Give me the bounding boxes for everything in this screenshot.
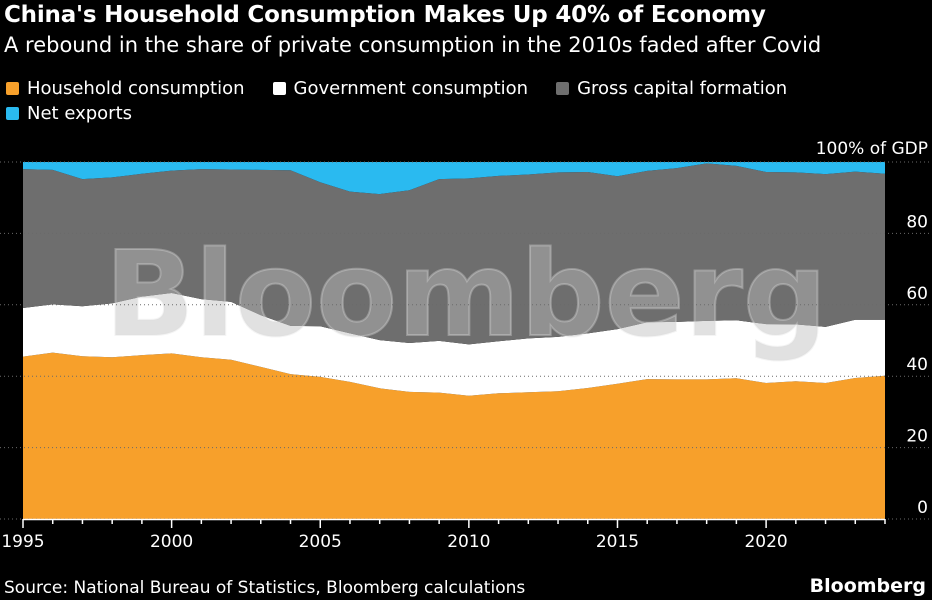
legend-label-capital: Gross capital formation xyxy=(577,78,788,99)
legend-swatch-net-exports xyxy=(6,107,19,120)
y-tick-label-20: 20 xyxy=(906,427,928,447)
legend-label-government: Government consumption xyxy=(293,78,529,99)
x-axis-ticks: 1995 2000 2005 2010 2015 2020 xyxy=(1,518,886,552)
x-tick-label-2010: 2010 xyxy=(447,532,490,552)
legend-swatch-household xyxy=(6,82,19,95)
watermark-logo: Bloomberg xyxy=(105,225,828,363)
y-axis-ticks: 0 20 40 60 80 100% of GDP xyxy=(816,139,928,518)
legend-item-capital: Gross capital formation xyxy=(556,78,787,99)
area-household xyxy=(23,352,885,519)
legend: Household consumption Government consump… xyxy=(6,76,906,126)
y-tick-label-80: 80 xyxy=(906,212,928,232)
legend-label-net-exports: Net exports xyxy=(27,103,133,124)
chart-areas xyxy=(23,162,885,519)
legend-row-2: Net exports xyxy=(6,101,906,126)
stacked-area-chart: Bloomberg 0 20 40 60 80 100% of GDP 1995 2000 2… xyxy=(0,139,932,552)
legend-item-net-exports: Net exports xyxy=(6,103,132,124)
legend-item-household: Household consumption xyxy=(6,78,245,99)
brand-logo: Bloomberg xyxy=(809,575,926,597)
x-tick-label-2005: 2005 xyxy=(299,532,342,552)
x-tick-label-2015: 2015 xyxy=(596,532,639,552)
source-note: Source: National Bureau of Statistics, B… xyxy=(4,578,526,598)
area-capital xyxy=(23,163,885,345)
chart-title: China's Household Consumption Makes Up 4… xyxy=(4,2,766,28)
legend-row-1: Household consumption Government consump… xyxy=(6,76,906,101)
area-net_exports xyxy=(23,162,885,195)
legend-swatch-capital xyxy=(556,82,570,95)
x-tick-label-1995: 1995 xyxy=(1,532,44,552)
y-tick-label-60: 60 xyxy=(906,284,928,304)
legend-swatch-government xyxy=(272,82,286,95)
y-tick-label-100: 100% of GDP xyxy=(816,139,928,159)
y-tick-label-40: 40 xyxy=(906,355,928,375)
y-tick-label-0: 0 xyxy=(917,498,928,518)
area-government xyxy=(23,293,885,396)
legend-item-government: Government consumption xyxy=(272,78,529,99)
chart-subtitle: A rebound in the share of private consum… xyxy=(4,33,822,57)
legend-label-household: Household consumption xyxy=(27,78,245,99)
x-tick-label-2020: 2020 xyxy=(744,532,787,552)
x-tick-label-2000: 2000 xyxy=(150,532,193,552)
